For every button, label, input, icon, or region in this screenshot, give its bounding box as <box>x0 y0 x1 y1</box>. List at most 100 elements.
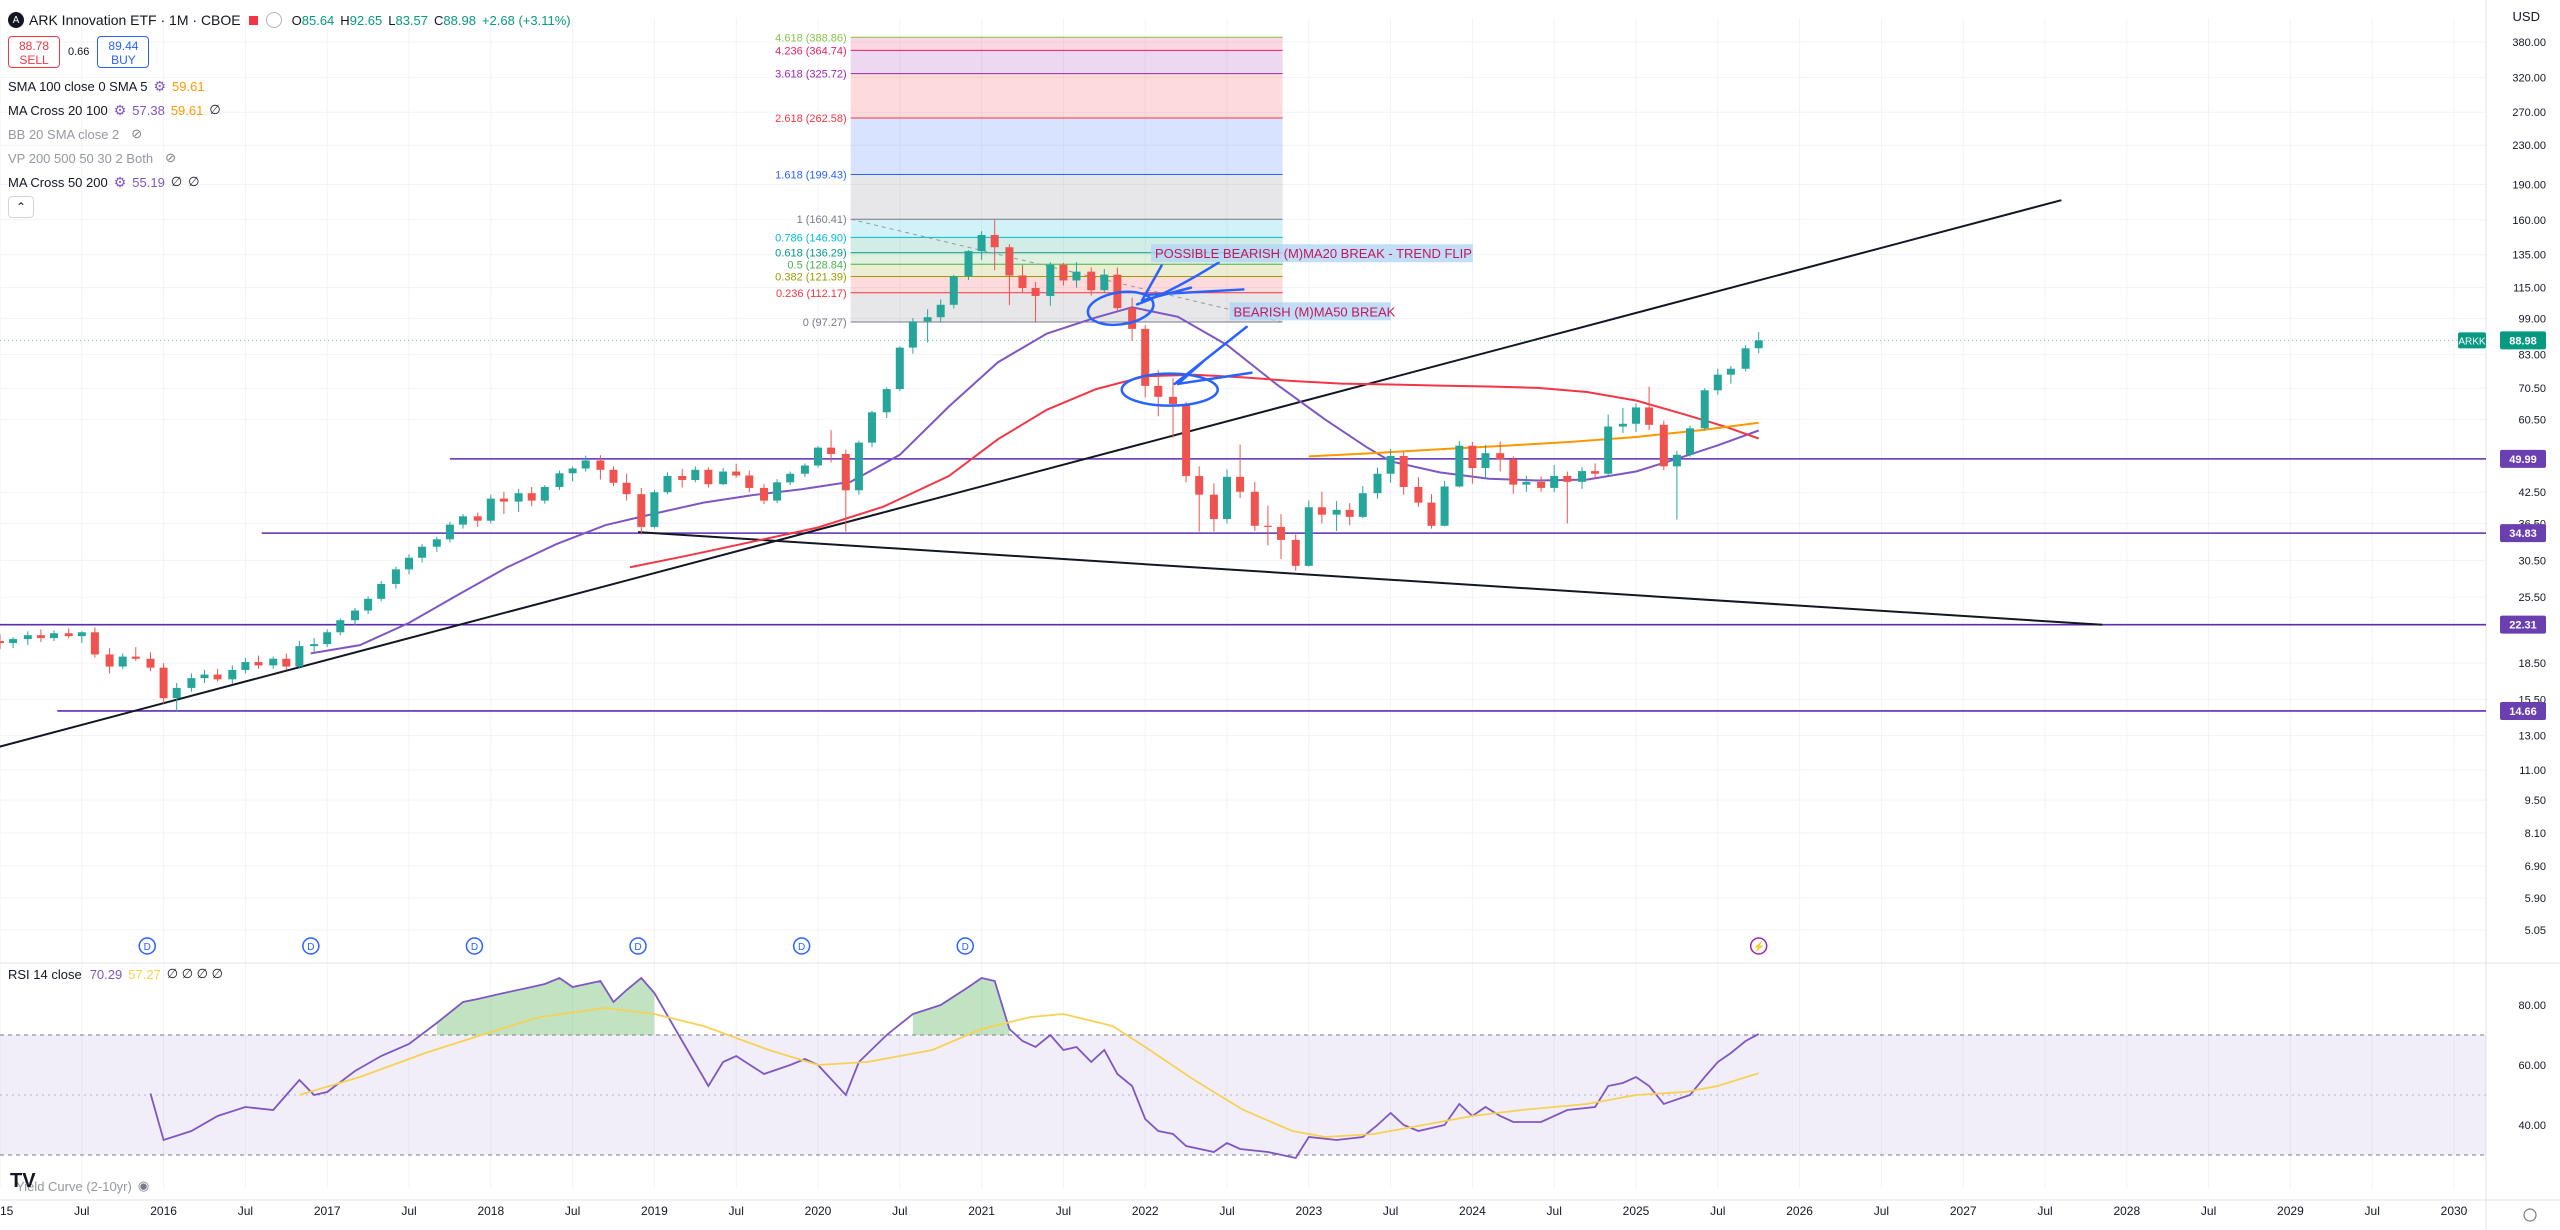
candle-body <box>1550 475 1559 488</box>
candle-body <box>1195 475 1204 495</box>
candle-body <box>159 667 168 699</box>
drawing-arrow-ma50 <box>1173 325 1253 386</box>
indicator-value: ∅ <box>188 174 200 189</box>
dividend-marker[interactable] <box>465 937 484 955</box>
candle-body <box>841 453 850 491</box>
price-badge[interactable] <box>2500 524 2546 543</box>
sell-button[interactable]: 88.78 SELL <box>8 36 60 68</box>
indicator-row[interactable]: MA Cross 20 100 ⚙ 57.38 59.61 ∅ <box>8 98 571 122</box>
rsi-axis-label: 80.00 <box>2518 1000 2546 1012</box>
candle-body <box>1672 454 1681 467</box>
hidden-eye-icon[interactable]: ⊘ <box>131 126 143 141</box>
price-badge[interactable] <box>2500 701 2546 720</box>
indicator-row[interactable]: MA Cross 50 200 ⚙ 55.19 ∅ ∅ <box>8 170 571 194</box>
rsi-line <box>149 976 1760 1160</box>
symbol-title[interactable]: ARK Innovation ETF · 1M · CBOE <box>29 12 241 28</box>
tradingview-logo-icon[interactable]: TV <box>10 1170 36 1192</box>
annotation-text: POSSIBLE BEARISH (M)MA20 BREAK - TREND F… <box>1155 246 1472 261</box>
candle-body <box>351 610 360 621</box>
market-status-icon <box>248 15 258 25</box>
indicator-row[interactable]: SMA 100 close 0 SMA 5 ⚙ 59.61 <box>8 74 571 98</box>
candle-body <box>1578 471 1587 482</box>
candle-body <box>77 632 86 637</box>
visibility-icon[interactable] <box>265 12 282 28</box>
fib-zone <box>850 219 1283 238</box>
indicator-row[interactable]: BB 20 SMA close 2 ⊘ <box>8 122 571 146</box>
annotation-box[interactable] <box>1229 302 1391 321</box>
price-axis-label: 9.50 <box>2525 795 2546 807</box>
candle-body <box>146 658 155 668</box>
candle-body <box>1072 271 1081 281</box>
time-axis-label: Jul <box>2037 1204 2052 1218</box>
price-axis-label: 70.50 <box>2518 383 2546 395</box>
candle-body <box>1618 423 1627 427</box>
settings-icon[interactable]: ⚙ <box>153 77 167 94</box>
candle-body <box>377 583 386 599</box>
candle-body <box>131 656 140 659</box>
split-marker[interactable] <box>1749 937 1768 955</box>
candle-body <box>1509 459 1518 485</box>
trend-line-falling[interactable] <box>637 531 2103 626</box>
dividend-marker[interactable] <box>302 937 320 955</box>
candle-body <box>323 632 332 645</box>
candle-body <box>1276 526 1285 540</box>
settings-icon[interactable]: ⚙ <box>113 173 127 190</box>
rsi-extra: ∅ ∅ ∅ ∅ <box>166 966 223 981</box>
candle-body <box>936 304 945 318</box>
time-axis-label: 2029 <box>2277 1204 2304 1218</box>
candle-body <box>172 687 181 699</box>
annotation-box[interactable] <box>1151 244 1473 263</box>
rsi-legend: RSI 14 close 70.29 57.27 ∅ ∅ ∅ ∅ <box>8 966 223 982</box>
dividend-marker[interactable] <box>138 937 156 955</box>
candle-body <box>732 471 741 476</box>
candle-body <box>527 493 536 501</box>
candle-body <box>254 662 263 666</box>
time-axis-label: Jul <box>238 1204 253 1218</box>
time-axis-label: Jul <box>2201 1204 2216 1218</box>
rsi-title[interactable]: RSI 14 close <box>8 966 82 982</box>
price-badge-text: 34.83 <box>2509 528 2537 540</box>
yield-curve-title[interactable]: Yield Curve (2-10yr) <box>16 1178 132 1194</box>
candle-body <box>1713 374 1722 391</box>
candle-body <box>1005 247 1014 276</box>
buy-button[interactable]: 89.44 BUY <box>97 36 150 68</box>
candle-body <box>678 475 687 481</box>
hidden-eye-icon[interactable]: ⊘ <box>165 150 176 165</box>
candle-body <box>1345 509 1354 517</box>
eye-icon[interactable]: ◉ <box>137 1178 150 1193</box>
rsi-ma-line <box>299 1007 1759 1138</box>
indicator-name: MA Cross 20 100 <box>8 102 108 118</box>
candle-body <box>1059 264 1068 281</box>
candle-body <box>882 389 891 413</box>
collapse-legend-button[interactable]: ⌃ <box>8 196 34 218</box>
fib-level-label: 3.618 (325.72) <box>775 69 847 81</box>
time-axis-label: Jul <box>892 1204 907 1218</box>
drawing-circle-ma20 <box>1086 290 1155 327</box>
dividend-marker[interactable] <box>629 937 647 955</box>
dividend-marker[interactable] <box>792 937 811 955</box>
trend-line-rising[interactable] <box>0 199 2062 749</box>
candle-body <box>0 641 4 644</box>
candle-body <box>118 656 127 667</box>
candle-body <box>1563 475 1572 482</box>
candle-body <box>1455 445 1464 487</box>
candle-body <box>609 469 618 483</box>
fib-level-label: 0.618 (136.29) <box>775 248 847 260</box>
indicator-row[interactable]: VP 200 500 50 30 2 Both ⊘ <box>8 146 571 170</box>
candle-body <box>458 516 467 525</box>
fib-level-label: 0.5 (128.84) <box>787 259 846 271</box>
candle-body <box>568 468 577 474</box>
fib-zone <box>850 292 1283 323</box>
fib-zone <box>850 37 1283 51</box>
currency-label[interactable]: USD <box>2512 9 2540 24</box>
chart-settings-icon[interactable] <box>2523 1208 2537 1222</box>
settings-icon[interactable]: ⚙ <box>113 101 127 118</box>
price-badge[interactable] <box>2500 615 2546 634</box>
symbol-badge <box>2458 332 2486 349</box>
dividend-marker[interactable] <box>956 937 974 955</box>
candle-body <box>964 251 973 277</box>
price-badge[interactable] <box>2500 331 2546 350</box>
candle-body <box>499 498 508 502</box>
price-badge[interactable] <box>2500 449 2546 468</box>
